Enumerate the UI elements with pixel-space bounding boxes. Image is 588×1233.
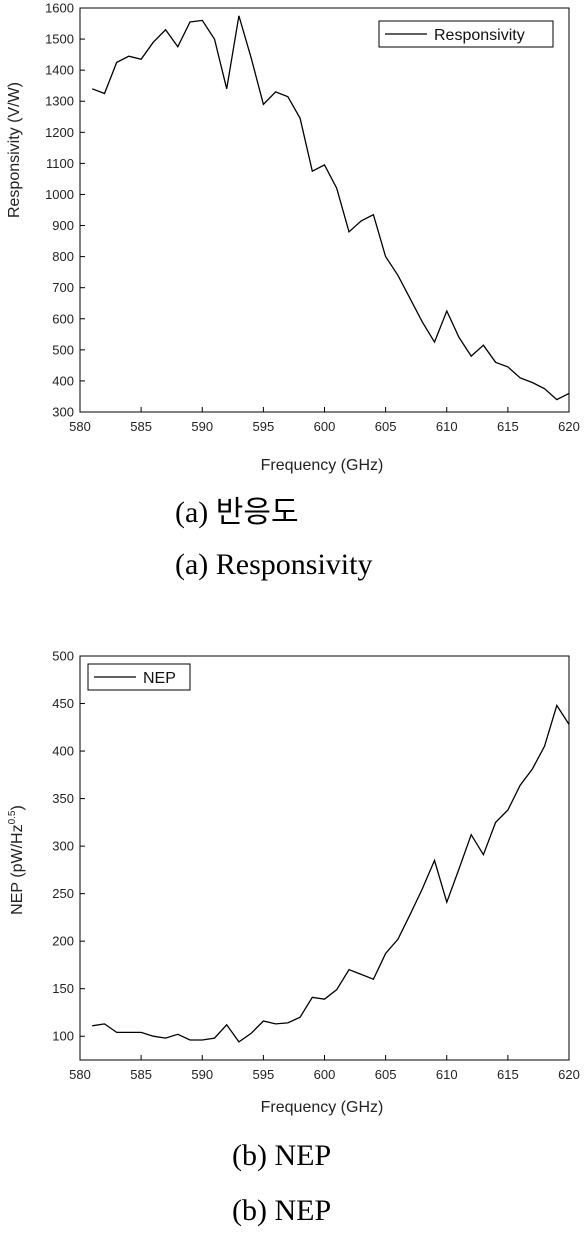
plot-frame xyxy=(79,7,570,413)
y-tick-label: 350 xyxy=(52,791,74,806)
y-tick-label: 300 xyxy=(52,405,74,420)
x-tick-label: 615 xyxy=(497,419,519,434)
y-axis: 300 400 500 600 700 800 900 1000 1100 1200 1300 140… xyxy=(45,1,85,420)
y-tick-label: 1200 xyxy=(45,125,74,140)
y-axis-title-main: NEP (pW/Hz xyxy=(9,824,26,914)
x-tick-label: 590 xyxy=(191,1067,213,1082)
y-tick-label: 900 xyxy=(52,218,74,233)
y-tick-label: 400 xyxy=(52,373,74,388)
y-tick-label: 600 xyxy=(52,311,74,326)
y-tick-label: 450 xyxy=(52,696,74,711)
x-tick-label: 585 xyxy=(130,419,152,434)
legend-label: Responsivity xyxy=(434,27,525,44)
x-tick-label: 600 xyxy=(314,419,336,434)
nep-chart: 580 585 590 595 600 605 610 615 620 100 150 200 250… xyxy=(7,649,580,1117)
y-tick-label: 500 xyxy=(52,649,74,664)
y-axis-title-superscript: 0.5 xyxy=(7,810,18,824)
caption-a-korean: (a) 반응도 xyxy=(175,496,299,529)
y-tick-label: 1500 xyxy=(45,32,74,47)
x-tick-label: 605 xyxy=(375,1067,397,1082)
x-axis-title: Frequency (GHz) xyxy=(261,1099,384,1116)
series-line xyxy=(92,703,570,1043)
x-tick-label: 580 xyxy=(69,419,91,434)
y-tick-label: 200 xyxy=(52,934,74,949)
caption-a-english: (a) Responsivity xyxy=(175,548,372,581)
legend-label: NEP xyxy=(143,670,176,687)
legend: Responsivity xyxy=(378,20,554,48)
x-tick-label: 620 xyxy=(558,1067,580,1082)
series-line xyxy=(91,15,570,401)
y-axis-title: Responsivity (V/W) xyxy=(6,82,23,218)
y-axis-title-end: ) xyxy=(9,805,26,810)
legend: NEP xyxy=(87,663,191,691)
x-tick-label: 595 xyxy=(253,419,275,434)
x-axis-title: Frequency (GHz) xyxy=(261,457,384,474)
y-tick-label: 1000 xyxy=(45,187,74,202)
y-tick-label: 150 xyxy=(52,981,74,996)
y-tick-label: 800 xyxy=(52,249,74,264)
y-tick-label: 1100 xyxy=(46,156,74,171)
x-axis: 580 585 590 595 600 605 610 615 620 xyxy=(69,1055,580,1082)
y-tick-label: 1400 xyxy=(45,63,74,78)
x-tick-label: 590 xyxy=(191,419,213,434)
y-tick-label: 400 xyxy=(52,744,74,759)
x-tick-label: 615 xyxy=(497,1067,519,1082)
y-tick-label: 1300 xyxy=(45,94,74,109)
caption-b-first: (b) NEP xyxy=(232,1139,331,1172)
x-tick-label: 610 xyxy=(436,419,458,434)
series-group xyxy=(91,15,570,401)
x-tick-label: 595 xyxy=(253,1067,275,1082)
x-tick-label: 585 xyxy=(130,1067,152,1082)
caption-b-second: (b) NEP xyxy=(232,1194,331,1227)
y-tick-label: 100 xyxy=(52,1029,74,1044)
responsivity-chart: 580 585 590 595 600 605 610 615 620 300 400 500 600… xyxy=(6,1,580,475)
y-tick-label: 300 xyxy=(52,839,74,854)
x-tick-label: 605 xyxy=(375,419,397,434)
y-tick-label: 700 xyxy=(52,280,74,295)
y-axis-title: NEP (pW/Hz0.5) xyxy=(7,805,26,915)
x-tick-label: 620 xyxy=(558,419,580,434)
y-tick-label: 500 xyxy=(52,342,74,357)
x-axis: 580 585 590 595 600 605 610 615 620 xyxy=(69,407,580,434)
y-tick-label: 1600 xyxy=(45,1,74,16)
series-group xyxy=(92,703,570,1043)
x-tick-label: 600 xyxy=(314,1067,336,1082)
y-axis: 100 150 200 250 300 350 400 450 500 xyxy=(52,649,85,1044)
y-tick-label: 250 xyxy=(52,886,74,901)
x-tick-label: 610 xyxy=(436,1067,458,1082)
x-tick-label: 580 xyxy=(69,1067,91,1082)
